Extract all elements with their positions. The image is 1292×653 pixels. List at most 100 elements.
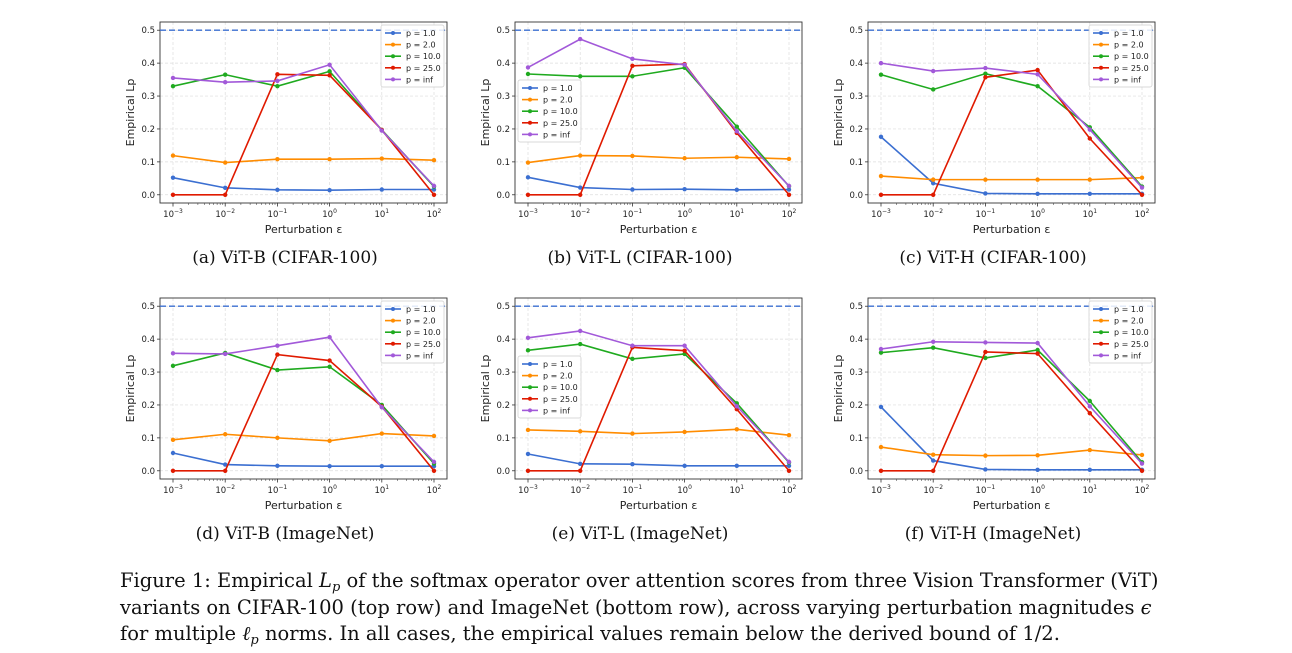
data-point <box>578 328 583 334</box>
data-point <box>1035 177 1040 182</box>
y-tick-label: 0.0 <box>849 191 863 201</box>
x-tick-label: 100 <box>1030 484 1045 496</box>
data-point <box>275 187 280 193</box>
y-axis-label: Empirical Lp <box>479 355 492 423</box>
data-point <box>630 56 635 62</box>
y-tick-label: 0.1 <box>141 434 155 444</box>
series-line <box>880 62 1143 189</box>
legend: p = 1.0 p = 2.0 p = 10.0 p = 25.0 p = inf <box>517 79 582 143</box>
data-point <box>931 177 936 182</box>
data-point <box>630 343 635 348</box>
legend-marker <box>391 54 395 59</box>
data-point <box>170 468 176 473</box>
figure-subplots: 0.0 0.1 0.2 0.3 0.4 0.5 10−3 10−2 10−1 100 101 102 P… <box>124 21 1156 512</box>
legend-label: p = 2.0 <box>1114 317 1144 326</box>
data-point <box>630 187 635 192</box>
series-line <box>880 406 1142 471</box>
axes-frame <box>514 297 803 480</box>
data-point <box>983 75 988 80</box>
data-point <box>578 185 583 190</box>
x-axis-label: Perturbation ε <box>620 223 698 236</box>
data-point <box>525 427 531 433</box>
series-line <box>880 340 1143 465</box>
x-tick-label: 102 <box>1135 484 1150 496</box>
data-point <box>525 335 531 341</box>
subplot-c: 0.0 0.1 0.2 0.3 0.4 0.5 10−3 10−2 10−1 100 101 102 P… <box>832 21 1156 236</box>
subplot-a: 0.0 0.1 0.2 0.3 0.4 0.5 10−3 10−2 10−1 100 101 102 P… <box>124 21 448 236</box>
legend-marker <box>391 318 395 323</box>
data-point <box>1087 447 1092 453</box>
x-tick-label: 10−3 <box>163 484 183 496</box>
y-tick-label: 0.0 <box>141 467 155 477</box>
y-tick-label: 0.1 <box>849 158 863 168</box>
series-line <box>527 38 790 187</box>
data-point <box>1139 185 1145 190</box>
legend-label: p = 10.0 <box>1114 328 1149 337</box>
data-point <box>327 187 332 193</box>
data-point <box>878 346 884 352</box>
y-tick-label: 0.4 <box>849 335 863 345</box>
x-tick-label: 101 <box>1082 484 1097 496</box>
legend: p = 1.0 p = 2.0 p = 10.0 p = 25.0 p = inf <box>380 24 445 88</box>
data-point <box>1035 67 1040 73</box>
series-line <box>881 351 1143 472</box>
caption-mid2: for multiple <box>120 622 243 645</box>
x-tick-label: 100 <box>677 208 692 220</box>
data-point <box>1139 452 1145 458</box>
series-line <box>527 176 790 191</box>
data-point <box>931 181 936 186</box>
data-point <box>878 404 884 410</box>
x-tick-label: 102 <box>427 484 442 496</box>
data-point <box>578 74 583 79</box>
data-point <box>327 463 332 469</box>
y-tick-label: 0.0 <box>496 467 510 477</box>
data-point <box>223 462 228 467</box>
data-point <box>275 83 280 89</box>
data-point <box>379 431 384 436</box>
legend-label: p = 1.0 <box>1114 29 1144 38</box>
series-line <box>528 346 790 472</box>
y-tick-label: 0.5 <box>849 26 863 36</box>
y-tick-label: 0.2 <box>849 125 863 135</box>
data-point <box>983 467 988 472</box>
y-tick-label: 0.5 <box>849 302 863 312</box>
y-tick-label: 0.0 <box>496 191 510 201</box>
data-point <box>734 463 739 469</box>
y-axis-label: Empirical Lp <box>479 79 492 147</box>
legend-marker <box>528 385 532 390</box>
data-point <box>431 158 437 163</box>
subplot-b: 0.0 0.1 0.2 0.3 0.4 0.5 10−3 10−2 10−1 100 101 102 P… <box>479 21 803 236</box>
data-point <box>578 36 583 42</box>
legend-label: p = inf <box>1114 351 1141 360</box>
legend-marker <box>391 77 395 82</box>
legend-label: p = 10.0 <box>406 52 441 61</box>
data-point <box>578 341 583 347</box>
x-axis-label: Perturbation ε <box>973 499 1051 512</box>
figure-caption: Figure 1: Empirical Lp of the softmax op… <box>120 568 1180 648</box>
data-point <box>1087 191 1092 196</box>
data-point <box>878 192 884 197</box>
data-point <box>379 128 384 133</box>
y-tick-label: 0.2 <box>141 401 155 411</box>
series-line <box>527 428 790 437</box>
data-point <box>327 157 332 162</box>
x-tick-label: 10−2 <box>570 484 590 496</box>
legend-label: p = 25.0 <box>406 64 441 73</box>
series-line <box>880 346 1143 463</box>
x-tick-label: 10−2 <box>923 208 943 220</box>
data-point <box>525 192 531 197</box>
y-tick-label: 0.1 <box>141 158 155 168</box>
data-point <box>275 352 280 357</box>
data-point <box>431 183 437 189</box>
data-point <box>786 192 792 197</box>
data-point <box>734 427 739 432</box>
data-point <box>327 438 332 444</box>
legend-box <box>380 300 445 364</box>
data-point <box>275 463 280 469</box>
legend-marker <box>1099 353 1103 358</box>
data-point <box>1035 453 1040 458</box>
subplot-e: 0.0 0.1 0.2 0.3 0.4 0.5 10−3 10−2 10−1 100 101 102 P… <box>479 297 803 512</box>
data-point <box>734 124 739 129</box>
data-point <box>983 177 988 182</box>
data-point <box>630 74 635 79</box>
